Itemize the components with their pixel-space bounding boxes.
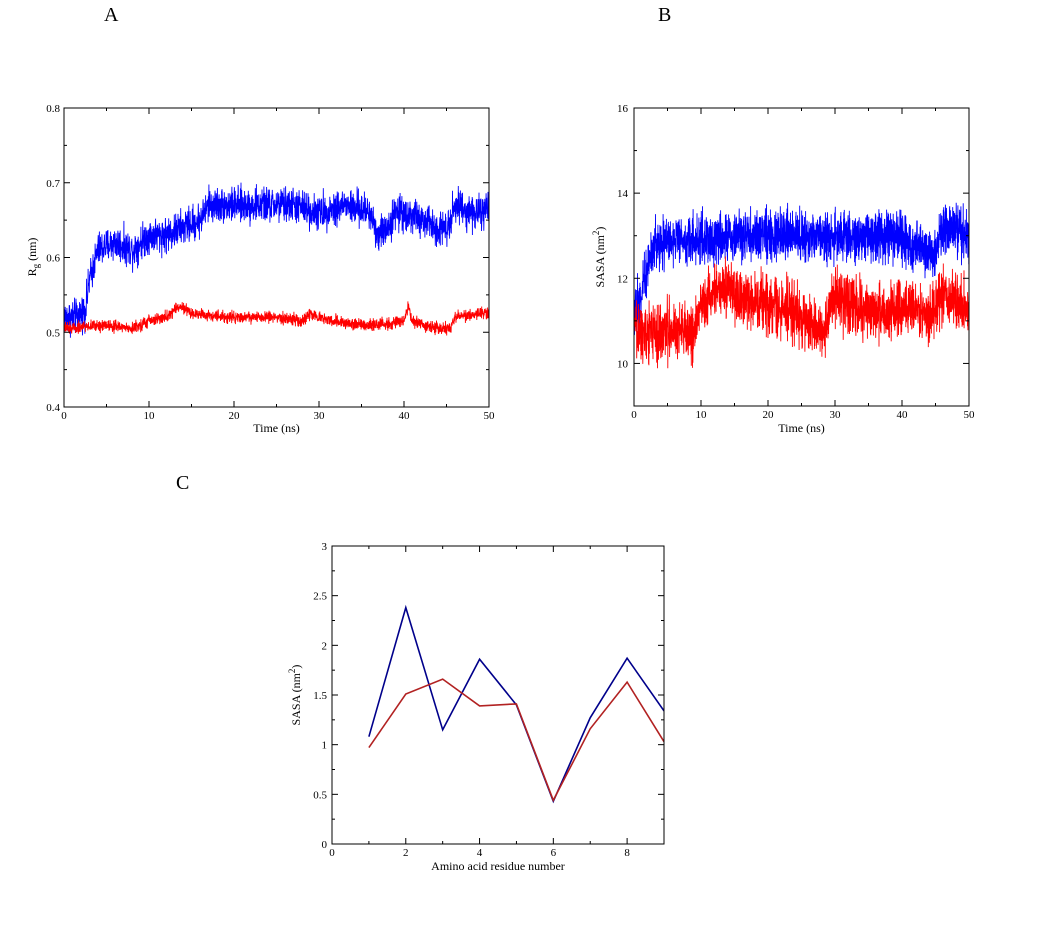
x-axis-label: Time (ns)	[253, 421, 300, 435]
y-axis-label-sup: 2	[287, 669, 297, 674]
x-tick-label: 0	[61, 410, 67, 422]
x-tick-label: 50	[484, 410, 496, 422]
y-tick-label: 0.7	[46, 178, 60, 190]
panel-label-a: A	[104, 4, 119, 26]
x-tick-label: 40	[897, 409, 909, 421]
y-tick-label: 0.5	[313, 789, 327, 801]
y-tick-label: 0.4	[46, 402, 60, 414]
x-tick-label: 0	[329, 847, 335, 859]
x-tick-label: 30	[830, 409, 842, 421]
x-tick-label: 20	[763, 409, 775, 421]
chart-a: 0 10 20 30 40 50 0.4 0.5 0.6 0.7 0.8 Time (ns) Rg (n…	[25, 103, 495, 435]
y-axis-label: SASA (nm2)	[287, 665, 303, 726]
y-axis-label-rest: )	[289, 665, 303, 669]
x-tick-label: 4	[477, 847, 483, 859]
y-tick-label: 1.5	[313, 690, 327, 702]
y-tick-label: 0	[322, 839, 328, 851]
x-tick-label: 10	[144, 410, 156, 422]
x-axis-label: Amino acid residue number	[431, 859, 565, 873]
y-tick-label: 2.5	[313, 591, 327, 603]
x-tick-label: 2	[403, 847, 409, 859]
y-tick-label: 3	[322, 541, 328, 553]
y-axis-label-main: SASA (nm	[289, 672, 303, 725]
y-axis-label: Rg (nm)	[25, 238, 41, 277]
y-axis-label-main: SASA (nm	[593, 234, 607, 287]
y-tick-label: 0.5	[46, 327, 60, 339]
panel-label-b: B	[658, 4, 672, 26]
y-tick-label: 16	[617, 103, 629, 115]
y-axis-label: SASA (nm2)	[591, 227, 607, 288]
x-tick-label: 8	[624, 847, 630, 859]
y-tick-label: 12	[617, 273, 628, 285]
series-line-1	[64, 182, 489, 338]
x-tick-label: 10	[696, 409, 708, 421]
series-line-2	[368, 678, 664, 803]
y-tick-label: 0.6	[46, 253, 60, 265]
y-tick-label: 2	[322, 640, 328, 652]
y-tick-label: 10	[617, 358, 629, 370]
y-axis-label-rest: )	[593, 227, 607, 231]
chart-c: 0 2 4 6 8 0 0.5 1 1.5 2 2.5 3 Amino acid residue num…	[287, 541, 665, 873]
y-axis-label-main: R	[25, 268, 39, 276]
panel-label-c: C	[176, 472, 190, 494]
y-axis-label-sup: 2	[591, 231, 601, 236]
series-line-1	[634, 202, 969, 336]
series-line-2	[634, 256, 969, 369]
x-tick-label: 0	[631, 409, 637, 421]
y-axis-label-rest: (nm)	[25, 238, 39, 264]
x-tick-label: 40	[399, 410, 411, 422]
plot-frame	[331, 545, 665, 845]
x-tick-label: 20	[229, 410, 241, 422]
y-axis-label-sub: g	[31, 263, 41, 268]
series-line-2	[64, 301, 489, 336]
y-tick-label: 1	[322, 740, 328, 752]
chart-b: 0 10 20 30 40 50 10 12 14 16 Time (ns) SASA (nm2)	[591, 103, 975, 435]
y-tick-label: 14	[617, 188, 629, 200]
x-tick-label: 50	[964, 409, 976, 421]
x-tick-label: 6	[551, 847, 557, 859]
x-tick-label: 30	[314, 410, 326, 422]
y-tick-label: 0.8	[46, 103, 60, 115]
x-axis-label: Time (ns)	[778, 421, 825, 435]
